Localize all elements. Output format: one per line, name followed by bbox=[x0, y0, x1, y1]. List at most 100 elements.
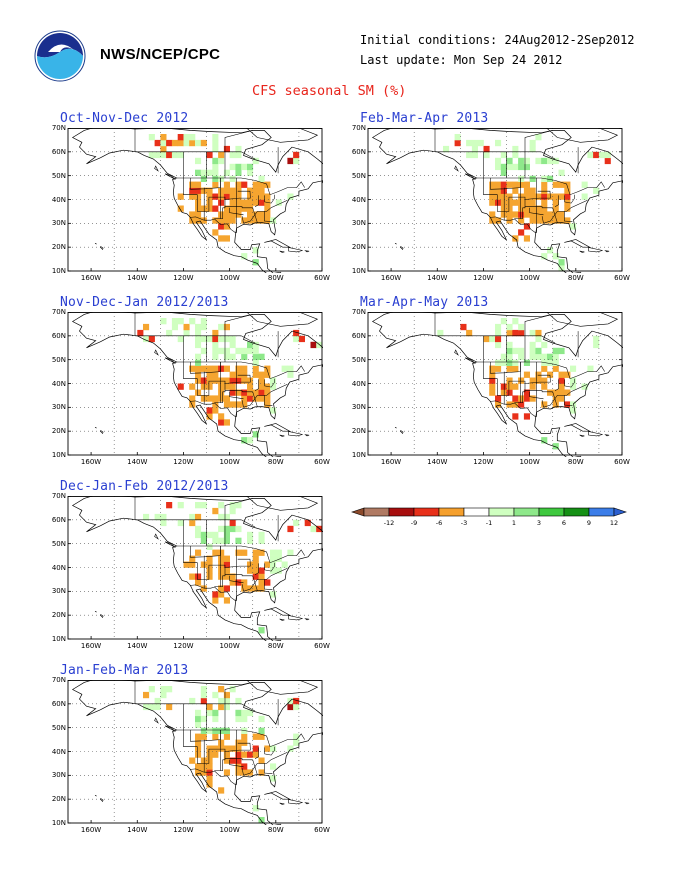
anomaly-cell bbox=[270, 745, 277, 752]
anomaly-cell bbox=[489, 377, 496, 384]
anomaly-cell bbox=[154, 697, 161, 705]
anomaly-cell bbox=[541, 193, 548, 200]
anomaly-cell bbox=[212, 691, 219, 699]
lat-tick-label: 50N bbox=[51, 355, 66, 364]
anomaly-cell bbox=[241, 217, 248, 224]
anomaly-cell bbox=[535, 353, 542, 360]
anomaly-cell bbox=[229, 579, 236, 586]
anomaly-cell bbox=[495, 193, 502, 200]
anomaly-cell bbox=[218, 419, 225, 426]
anomaly-cell bbox=[195, 193, 202, 200]
anomaly-cell bbox=[229, 525, 236, 533]
anomaly-cell bbox=[495, 359, 502, 366]
anomaly-cell bbox=[495, 323, 502, 331]
anomaly-cell bbox=[223, 395, 230, 402]
anomaly-cell bbox=[518, 211, 525, 218]
anomaly-cell bbox=[523, 163, 530, 171]
anomaly-cell bbox=[223, 419, 230, 426]
lat-tick-label: 30N bbox=[51, 403, 66, 412]
anomaly-cell bbox=[200, 187, 207, 194]
anomaly-cell bbox=[287, 365, 294, 372]
anomaly-cell bbox=[247, 395, 254, 402]
anomaly-cell bbox=[235, 769, 242, 776]
anomaly-cell bbox=[541, 359, 548, 366]
last-update: Last update: Mon Sep 24 2012 bbox=[360, 53, 563, 67]
island-outline bbox=[399, 246, 404, 251]
political-border bbox=[524, 190, 551, 200]
political-border bbox=[214, 574, 226, 587]
anomaly-cell bbox=[200, 769, 207, 776]
political-border bbox=[252, 759, 258, 775]
anomaly-cell bbox=[310, 341, 317, 349]
anomaly-cell bbox=[518, 193, 525, 200]
political-border bbox=[254, 379, 259, 391]
anomaly-cell bbox=[166, 703, 173, 711]
anomaly-cell bbox=[223, 697, 230, 705]
anomaly-cell bbox=[206, 561, 213, 568]
lat-tick-label: 10N bbox=[51, 819, 66, 827]
anomaly-cell bbox=[195, 169, 202, 176]
lon-tick-label: 80W bbox=[267, 274, 284, 282]
anomaly-cell bbox=[206, 727, 213, 734]
lat-tick-label: 70N bbox=[51, 492, 66, 500]
anomaly-cell bbox=[195, 739, 202, 746]
anomaly-cell bbox=[206, 205, 213, 212]
anomaly-cell bbox=[558, 217, 565, 224]
anomaly-cell bbox=[206, 775, 213, 782]
anomaly-cell bbox=[229, 389, 236, 396]
political-border bbox=[183, 362, 253, 396]
island-outline bbox=[588, 431, 603, 437]
anomaly-cell bbox=[518, 157, 525, 165]
anomaly-cell bbox=[523, 205, 530, 212]
anomaly-cell bbox=[270, 383, 277, 390]
lon-tick-label: 80W bbox=[267, 642, 284, 650]
anomaly-cell bbox=[258, 769, 265, 776]
anomaly-cell bbox=[252, 341, 259, 349]
political-border bbox=[241, 703, 256, 712]
anomaly-cell bbox=[477, 139, 484, 147]
political-border bbox=[554, 195, 559, 207]
anomaly-cell bbox=[171, 139, 178, 147]
lat-tick-label: 70N bbox=[351, 124, 366, 132]
political-border bbox=[252, 207, 258, 223]
anomaly-cell bbox=[523, 181, 530, 188]
anomaly-cell bbox=[235, 525, 242, 533]
panel-title-ndj: Nov-Dec-Jan 2012/2013 bbox=[60, 295, 229, 310]
political-border bbox=[241, 383, 288, 408]
lon-tick-label: 120W bbox=[173, 642, 194, 650]
anomaly-cell bbox=[258, 817, 265, 824]
anomaly-cell bbox=[523, 157, 530, 165]
anomaly-cell bbox=[218, 193, 225, 200]
political-border bbox=[264, 395, 273, 406]
anomaly-cell bbox=[206, 383, 213, 390]
political-border bbox=[229, 759, 244, 768]
lat-tick-label: 40N bbox=[51, 747, 66, 756]
political-border bbox=[514, 390, 526, 403]
anomaly-cell bbox=[195, 709, 202, 717]
anomaly-cell bbox=[541, 377, 548, 384]
lon-tick-label: 160W bbox=[80, 274, 102, 282]
anomaly-cell bbox=[235, 181, 242, 188]
anomaly-cell bbox=[270, 407, 277, 414]
lat-tick-label: 40N bbox=[51, 195, 66, 204]
anomaly-cell bbox=[535, 335, 542, 343]
anomaly-shading bbox=[137, 318, 323, 444]
anomaly-cell bbox=[200, 323, 207, 331]
anomaly-cell bbox=[252, 431, 259, 438]
anomaly-cell bbox=[212, 507, 219, 515]
anomaly-cell bbox=[218, 513, 225, 521]
island-outline bbox=[579, 250, 585, 253]
anomaly-cell bbox=[552, 157, 559, 165]
anomaly-cell bbox=[541, 401, 548, 408]
lat-tick-label: 50N bbox=[51, 723, 66, 732]
anomaly-cell bbox=[218, 223, 225, 230]
anomaly-cell bbox=[241, 763, 248, 770]
anomaly-cell bbox=[258, 567, 265, 574]
anomaly-cell bbox=[247, 537, 254, 544]
anomaly-cell bbox=[506, 359, 513, 366]
lat-tick-label: 40N bbox=[351, 195, 366, 204]
anomaly-cell bbox=[195, 721, 202, 728]
anomaly-cell bbox=[535, 211, 542, 218]
anomaly-cell bbox=[275, 567, 282, 574]
political-border bbox=[224, 682, 253, 704]
